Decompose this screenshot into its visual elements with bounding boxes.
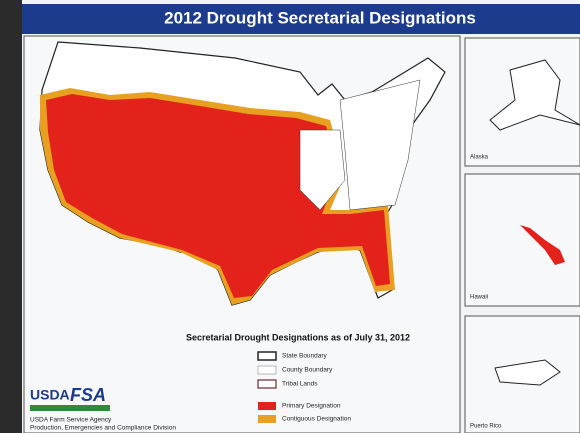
inset-label: Puerto Rico: [470, 424, 502, 430]
hawaii-shape: [520, 225, 565, 265]
logo-stripe: [30, 405, 110, 411]
legend-label: State Boundary: [282, 353, 328, 360]
undesignated-area: [339, 79, 421, 211]
legend-swatch: [258, 402, 276, 410]
legend-label: County Boundary: [282, 367, 333, 374]
inset-label: Alaska: [470, 155, 489, 161]
map-subtitle: Secretarial Drought Designations as of J…: [186, 332, 410, 342]
puerto-rico-shape: [494, 359, 561, 386]
legend-swatch: [258, 415, 276, 423]
legend-swatch: [257, 379, 277, 389]
undesignated-area: [299, 129, 346, 211]
title-bar: [22, 4, 580, 34]
title: 2012 Drought Secretarial Designations: [164, 8, 476, 27]
agency-division: Production, Emergencies and Compliance D…: [30, 425, 176, 432]
logo-usda: USDA: [30, 387, 70, 403]
agency-name: USDA Farm Service Agency: [30, 417, 112, 424]
inset-frame: [464, 173, 580, 307]
logo-fsa: FSA: [70, 385, 106, 405]
bezel: [0, 0, 22, 433]
legend-label: Primary Designation: [282, 403, 341, 410]
legend-swatch: [257, 365, 277, 375]
alaska-shape: [489, 59, 580, 131]
legend-swatch: [257, 351, 277, 361]
legend-label: Contiguous Designation: [282, 416, 351, 423]
legend-label: Tribal Lands: [282, 381, 318, 388]
inset-label: Hawaii: [470, 295, 488, 301]
